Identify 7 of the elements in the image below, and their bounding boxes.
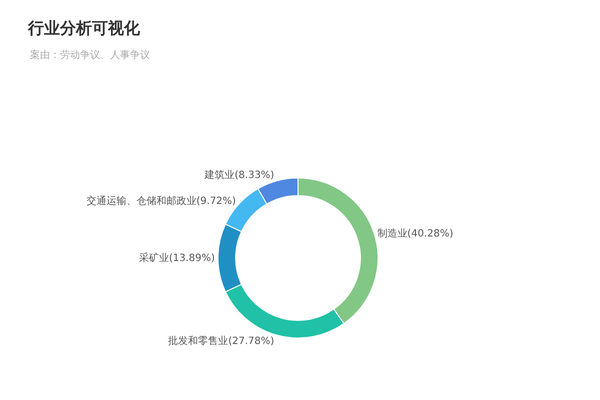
- chart-title: 行业分析可视化: [27, 18, 141, 38]
- slice-label: 建筑业(8.33%): [204, 169, 274, 182]
- slice-label: 制造业(40.28%): [377, 227, 454, 240]
- slice-label: 采矿业(13.89%): [138, 252, 215, 264]
- slice-label: 批发和零售业(27.78%): [168, 334, 274, 347]
- slice-label: 交通运输、仓储和邮政业(9.72%): [86, 195, 236, 208]
- chart-subtitle: 案由：劳动争议、人事争议: [30, 49, 150, 61]
